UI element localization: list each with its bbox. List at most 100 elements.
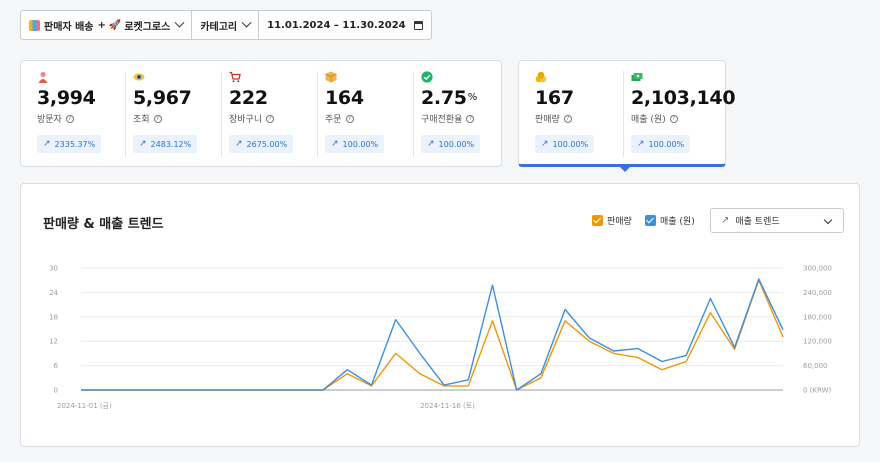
y-left-tick-label: 18: [49, 313, 58, 321]
y-left-tick-label: 0: [54, 387, 58, 395]
chevron-down-icon: [241, 17, 252, 28]
chart-title: 판매량 & 매출 트렌드: [43, 217, 164, 232]
help-icon[interactable]: ?: [345, 114, 354, 123]
filter-bar: 판매자 배송 + 🚀 로켓그로스 카테고리 11.01.2024 – 11.30…: [20, 10, 432, 40]
help-icon[interactable]: ?: [153, 114, 162, 123]
metric-label-row: 방문자?: [37, 112, 101, 125]
box-icon: [325, 71, 337, 83]
eye-icon: [133, 71, 145, 83]
metric-value: 5,967: [133, 87, 192, 109]
legend-sales[interactable]: 판매량: [592, 214, 632, 227]
x-tick-label: 2024-11-16 (토): [420, 402, 475, 410]
legend-revenue[interactable]: 매출 (원): [645, 214, 695, 227]
arrow-up-right-icon: ↗: [427, 139, 435, 149]
metric-label-row: 주문?: [325, 112, 384, 125]
date-range-label: 11.01.2024 – 11.30.2024: [267, 19, 406, 31]
metric-value: 222: [229, 87, 268, 109]
arrow-up-right-icon: ↗: [331, 139, 339, 149]
checkbox-checked-icon[interactable]: [645, 215, 656, 226]
help-icon[interactable]: ?: [563, 114, 572, 123]
calendar-icon: [413, 20, 423, 30]
divider: [221, 71, 222, 157]
traffic-metrics-card: 3,994 방문자? ↗ 2335.37% 5,967 조회? ↗ 2483.12%…: [20, 60, 502, 167]
y-right-tick-label: 300,000: [803, 265, 832, 273]
change-badge: ↗ 2483.12%: [133, 135, 198, 153]
y-right-tick-label: 180,000: [803, 313, 832, 321]
metric-label: 조회: [133, 115, 150, 125]
plus-label: +: [97, 19, 106, 31]
chevron-down-icon: [174, 17, 185, 28]
arrow-up-right-icon: ↗: [637, 139, 645, 149]
metric-value: 2,103,140: [631, 87, 736, 109]
arrow-up-right-icon: ↗: [139, 139, 147, 149]
metric-unit: %: [467, 92, 478, 103]
trend-chart-card: 판매량 & 매출 트렌드 판매량 매출 (원) ↗ 매출 트렌드 0 0 (KRW…: [20, 183, 860, 447]
metric-label: 장바구니: [229, 115, 263, 125]
coins-icon: [535, 71, 547, 83]
divider: [623, 71, 624, 157]
metric-sales-qty[interactable]: 167 판매량? ↗ 100.00%: [535, 71, 595, 157]
change-badge: ↗ 2675.00%: [229, 135, 294, 153]
series-line-sales: [81, 279, 784, 391]
y-right-tick-label: 120,000: [803, 338, 832, 346]
arrow-up-right-icon: ↗: [43, 139, 51, 149]
metric-views[interactable]: 5,967 조회? ↗ 2483.12%: [125, 71, 198, 157]
metric-value-number: 2.75: [421, 87, 467, 109]
change-badge: ↗ 100.00%: [325, 135, 385, 153]
metric-value: 167: [535, 87, 574, 109]
metric-label-row: 구매전환율?: [421, 112, 480, 125]
metric-label: 구매전환율: [421, 115, 463, 125]
help-icon[interactable]: ?: [266, 114, 275, 123]
channel-filter[interactable]: 판매자 배송 + 🚀 로켓그로스: [21, 11, 193, 39]
change-badge: ↗ 100.00%: [421, 135, 481, 153]
arrow-up-right-icon: ↗: [541, 139, 549, 149]
series-line-revenue: [81, 278, 784, 391]
line-chart: 0 0 (KRW) 6 60,000 12 120,000 18 180,000 24 240,0…: [49, 265, 832, 411]
category-filter[interactable]: 카테고리: [192, 11, 260, 39]
checkbox-checked-icon[interactable]: [592, 215, 603, 226]
change-value: 2675.00%: [246, 139, 288, 149]
metric-orders[interactable]: 164 주문? ↗ 100.00%: [317, 71, 385, 157]
metric-conversion[interactable]: 2.75% 구매전환율? ↗ 100.00%: [413, 71, 481, 157]
metric-label-row: 판매량?: [535, 112, 594, 125]
y-right-tick-label: 240,000: [803, 289, 832, 297]
trend-type-label: 매출 트렌드: [735, 217, 780, 227]
check-icon: [421, 71, 433, 83]
arrow-up-right-icon: ↗: [235, 139, 243, 149]
metric-label: 주문: [325, 115, 342, 125]
metric-value: 3,994: [37, 87, 96, 109]
store-icon: [29, 19, 40, 31]
trend-line-icon: ↗: [721, 215, 730, 226]
metric-label-row: 조회?: [133, 112, 197, 125]
selected-indicator: [620, 167, 630, 172]
change-badge: ↗ 100.00%: [631, 135, 691, 153]
category-label: 카테고리: [200, 21, 238, 33]
trend-type-select[interactable]: ↗ 매출 트렌드: [710, 208, 844, 233]
help-icon[interactable]: ?: [466, 114, 475, 123]
divider: [125, 71, 126, 157]
metric-label: 판매량: [535, 115, 560, 125]
metric-cart[interactable]: 222 장바구니? ↗ 2675.00%: [221, 71, 294, 157]
metric-value: 164: [325, 87, 364, 109]
y-left-tick-label: 12: [49, 338, 58, 346]
y-left-tick-label: 30: [49, 265, 58, 273]
y-left-tick-label: 24: [49, 289, 58, 297]
help-icon[interactable]: ?: [65, 114, 74, 123]
date-range-picker[interactable]: 11.01.2024 – 11.30.2024: [259, 11, 431, 39]
metric-label-row: 매출 (원)?: [631, 112, 735, 125]
change-value: 100.00%: [648, 139, 685, 149]
divider: [413, 71, 414, 157]
metric-value: 2.75%: [421, 87, 480, 109]
change-badge: ↗ 2335.37%: [37, 135, 102, 153]
metric-label-row: 장바구니?: [229, 112, 293, 125]
money-icon: [631, 71, 643, 83]
metric-revenue[interactable]: 2,103,140 매출 (원)? ↗ 100.00%: [623, 71, 736, 157]
sales-metrics-card[interactable]: 167 판매량? ↗ 100.00% 2,103,140 매출 (원)? ↗ 100…: [518, 60, 736, 167]
rocket-label: 로켓그로스: [124, 21, 171, 33]
help-icon[interactable]: ?: [669, 114, 678, 123]
metric-label: 매출 (원): [631, 115, 666, 125]
x-tick-label: 2024-11-01 (금): [57, 402, 112, 410]
change-badge: ↗ 100.00%: [535, 135, 595, 153]
metric-visitors[interactable]: 3,994 방문자? ↗ 2335.37%: [37, 71, 102, 157]
